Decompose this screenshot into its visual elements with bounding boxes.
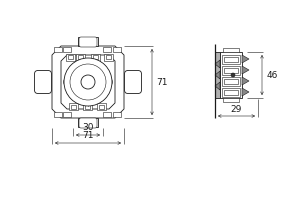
Bar: [85, 105, 90, 109]
Bar: [224, 90, 238, 95]
Circle shape: [64, 58, 112, 106]
Bar: [224, 79, 238, 84]
Circle shape: [106, 78, 113, 86]
Bar: [97, 103, 106, 110]
Bar: [222, 77, 240, 86]
Bar: [222, 66, 240, 75]
Bar: [54, 112, 62, 117]
Bar: [83, 103, 92, 110]
FancyBboxPatch shape: [79, 118, 97, 128]
Bar: [63, 47, 71, 52]
Bar: [106, 55, 111, 59]
Circle shape: [81, 75, 95, 89]
Polygon shape: [61, 55, 115, 109]
FancyBboxPatch shape: [35, 70, 52, 93]
Text: 71: 71: [82, 131, 94, 141]
Polygon shape: [215, 71, 220, 79]
Polygon shape: [215, 60, 220, 68]
Bar: [103, 112, 111, 117]
Bar: [76, 54, 85, 61]
Text: 30: 30: [82, 124, 94, 132]
Circle shape: [64, 78, 70, 86]
Polygon shape: [242, 55, 249, 63]
Polygon shape: [242, 77, 249, 85]
Bar: [113, 47, 121, 52]
Polygon shape: [52, 46, 124, 118]
Bar: [69, 103, 78, 110]
Bar: [71, 105, 76, 109]
Bar: [223, 48, 239, 52]
Circle shape: [70, 64, 106, 100]
Polygon shape: [215, 82, 220, 90]
Bar: [66, 54, 75, 61]
Bar: [103, 47, 111, 52]
Bar: [104, 54, 113, 61]
Bar: [222, 55, 240, 64]
Bar: [91, 54, 100, 61]
Polygon shape: [242, 88, 249, 96]
Bar: [78, 55, 83, 59]
Bar: [224, 68, 238, 73]
Bar: [78, 118, 98, 127]
Bar: [93, 55, 98, 59]
FancyBboxPatch shape: [79, 37, 97, 47]
Text: 29: 29: [231, 105, 242, 113]
Bar: [54, 47, 62, 52]
FancyBboxPatch shape: [124, 70, 142, 93]
Bar: [215, 52, 220, 98]
Bar: [68, 55, 73, 59]
Circle shape: [231, 73, 235, 77]
Bar: [99, 105, 104, 109]
Bar: [223, 98, 239, 102]
Bar: [220, 52, 242, 98]
Bar: [224, 57, 238, 62]
Polygon shape: [242, 66, 249, 74]
Bar: [222, 88, 240, 97]
Bar: [78, 37, 98, 46]
Bar: [63, 112, 71, 117]
Text: 46: 46: [267, 70, 278, 80]
Text: 71: 71: [157, 77, 168, 87]
Bar: [113, 112, 121, 117]
